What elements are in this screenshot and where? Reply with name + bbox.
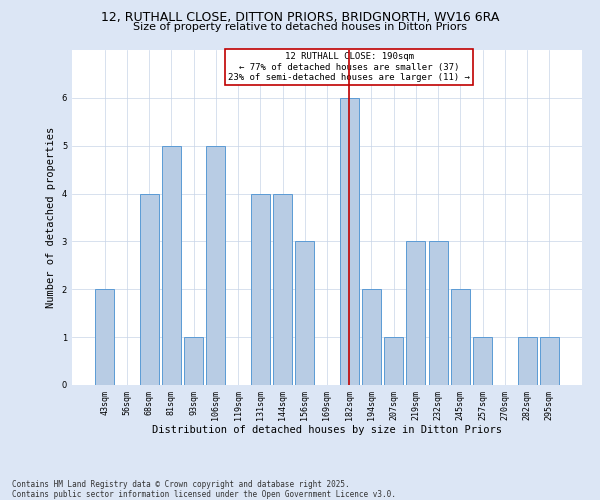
- Y-axis label: Number of detached properties: Number of detached properties: [46, 127, 56, 308]
- Bar: [251, 194, 270, 385]
- Text: 12, RUTHALL CLOSE, DITTON PRIORS, BRIDGNORTH, WV16 6RA: 12, RUTHALL CLOSE, DITTON PRIORS, BRIDGN…: [101, 11, 499, 24]
- Text: Contains HM Land Registry data © Crown copyright and database right 2025.
Contai: Contains HM Land Registry data © Crown c…: [12, 480, 396, 499]
- Bar: [540, 337, 559, 385]
- Bar: [95, 290, 114, 385]
- Bar: [184, 337, 203, 385]
- Bar: [451, 290, 470, 385]
- Bar: [406, 242, 425, 385]
- Bar: [473, 337, 492, 385]
- Bar: [518, 337, 536, 385]
- Bar: [340, 98, 359, 385]
- Bar: [162, 146, 181, 385]
- Bar: [384, 337, 403, 385]
- Text: 12 RUTHALL CLOSE: 190sqm
← 77% of detached houses are smaller (37)
23% of semi-d: 12 RUTHALL CLOSE: 190sqm ← 77% of detach…: [228, 52, 470, 82]
- Text: Size of property relative to detached houses in Ditton Priors: Size of property relative to detached ho…: [133, 22, 467, 32]
- Bar: [362, 290, 381, 385]
- Bar: [140, 194, 158, 385]
- Bar: [206, 146, 225, 385]
- X-axis label: Distribution of detached houses by size in Ditton Priors: Distribution of detached houses by size …: [152, 426, 502, 436]
- Bar: [429, 242, 448, 385]
- Bar: [295, 242, 314, 385]
- Bar: [273, 194, 292, 385]
